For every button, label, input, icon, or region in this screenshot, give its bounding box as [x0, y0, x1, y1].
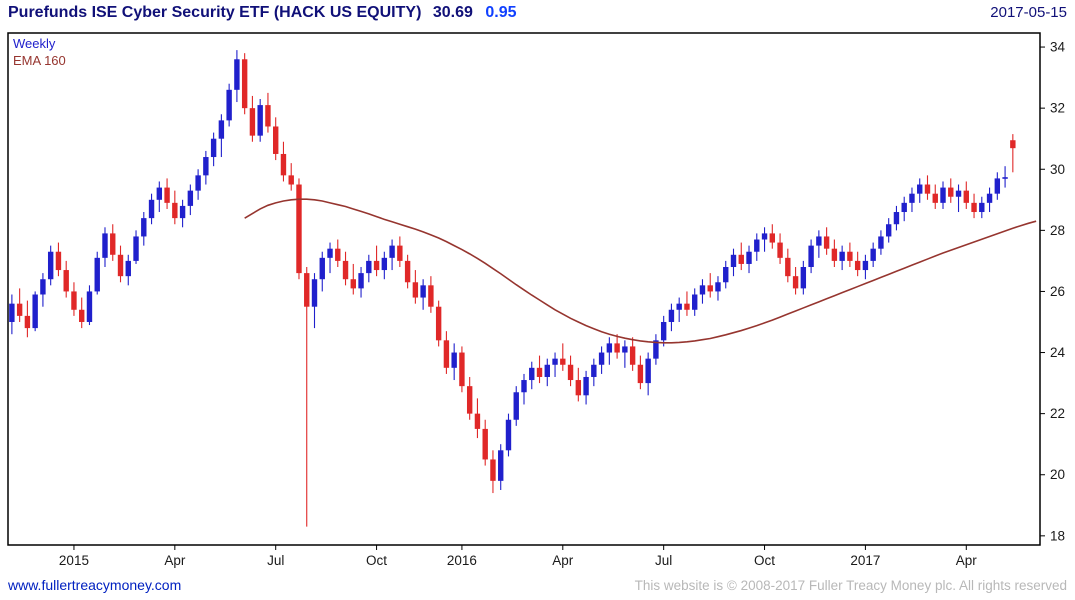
svg-text:Oct: Oct — [754, 553, 775, 568]
timeframe-label: Weekly — [13, 36, 56, 51]
svg-text:34: 34 — [1050, 40, 1066, 55]
instrument-header: Purefunds ISE Cyber Security ETF (HACK U… — [8, 4, 517, 22]
svg-text:24: 24 — [1050, 345, 1066, 360]
svg-text:32: 32 — [1050, 101, 1065, 116]
svg-text:Apr: Apr — [164, 553, 186, 568]
instrument-title: Purefunds ISE Cyber Security ETF (HACK U… — [8, 4, 422, 21]
svg-text:2016: 2016 — [447, 553, 477, 568]
svg-text:30: 30 — [1050, 162, 1065, 177]
chart-date: 2017-05-15 — [990, 4, 1067, 21]
svg-text:Apr: Apr — [956, 553, 978, 568]
svg-text:20: 20 — [1050, 467, 1065, 482]
svg-text:22: 22 — [1050, 406, 1065, 421]
ema-legend-label: EMA 160 — [13, 53, 66, 68]
svg-text:2017: 2017 — [850, 553, 880, 568]
page-footer: www.fullertreacymoney.com This website i… — [8, 577, 1067, 593]
svg-text:18: 18 — [1050, 528, 1065, 543]
site-link[interactable]: www.fullertreacymoney.com — [8, 577, 182, 593]
svg-text:26: 26 — [1050, 284, 1065, 299]
svg-text:Jul: Jul — [267, 553, 284, 568]
price-change: 0.95 — [485, 4, 517, 21]
svg-text:Oct: Oct — [366, 553, 387, 568]
svg-text:28: 28 — [1050, 223, 1065, 238]
svg-text:Jul: Jul — [655, 553, 672, 568]
chart-header: Purefunds ISE Cyber Security ETF (HACK U… — [8, 4, 1067, 22]
last-price: 30.69 — [432, 4, 473, 21]
svg-text:2015: 2015 — [59, 553, 89, 568]
copyright-text: This website is © 2008-2017 Fuller Treac… — [634, 578, 1067, 593]
svg-text:Apr: Apr — [552, 553, 574, 568]
